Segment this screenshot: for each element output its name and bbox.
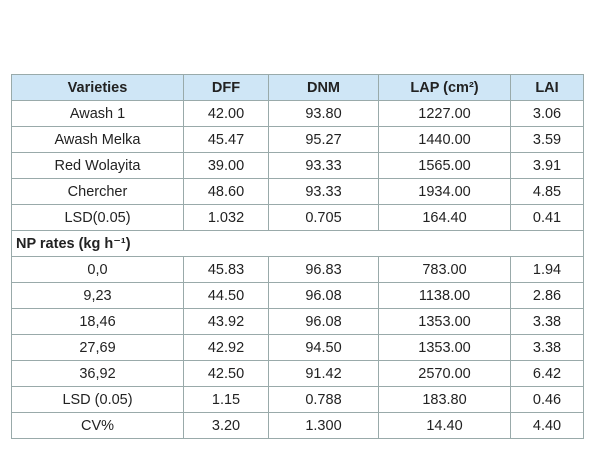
table-cell: 42.50	[183, 360, 269, 387]
table-cell: 39.00	[183, 152, 269, 179]
table-cell: 27,69	[11, 334, 184, 361]
table-cell: 4.40	[510, 412, 584, 439]
table-cell: 1.032	[183, 204, 269, 231]
section-row: NP rates (kg h⁻¹)	[11, 230, 584, 257]
table-cell: 45.83	[183, 256, 269, 283]
table-cell: 96.08	[268, 308, 379, 335]
table-row: Awash 1 42.00 93.80 1227.00 3.06	[11, 100, 584, 127]
table-cell: 0.41	[510, 204, 584, 231]
table-cell: 0.788	[268, 386, 379, 413]
table-row: 9,23 44.50 96.08 1138.00 2.86	[11, 282, 584, 309]
table-cell: Awash 1	[11, 100, 184, 127]
table-cell: 0,0	[11, 256, 184, 283]
table-row: LSD (0.05) 1.15 0.788 183.80 0.46	[11, 386, 584, 413]
table-cell: Awash Melka	[11, 126, 184, 153]
header-cell: Varieties	[11, 74, 184, 101]
table-cell: 1.300	[268, 412, 379, 439]
table-cell: 45.47	[183, 126, 269, 153]
table-cell: 95.27	[268, 126, 379, 153]
table-row: 0,0 45.83 96.83 783.00 1.94	[11, 256, 584, 283]
table-cell: 1.94	[510, 256, 584, 283]
table-cell: 42.92	[183, 334, 269, 361]
table-cell: Red Wolayita	[11, 152, 184, 179]
table-cell: 183.80	[378, 386, 511, 413]
table-cell: 93.80	[268, 100, 379, 127]
table-cell: 3.38	[510, 308, 584, 335]
table-cell: 3.59	[510, 126, 584, 153]
data-table: Varieties DFF DNM LAP (cm²) LAI Awash 1 42.00…	[11, 74, 584, 439]
table-cell: 44.50	[183, 282, 269, 309]
table-cell: 48.60	[183, 178, 269, 205]
table-row: 27,69 42.92 94.50 1353.00 3.38	[11, 334, 584, 361]
table-row: Red Wolayita 39.00 93.33 1565.00 3.91	[11, 152, 584, 179]
table-cell: 9,23	[11, 282, 184, 309]
table-row: 18,46 43.92 96.08 1353.00 3.38	[11, 308, 584, 335]
table-row: Chercher 48.60 93.33 1934.00 4.85	[11, 178, 584, 205]
table-cell: LSD (0.05)	[11, 386, 184, 413]
table-cell: 2570.00	[378, 360, 511, 387]
table-cell: 91.42	[268, 360, 379, 387]
table-cell: 3.91	[510, 152, 584, 179]
table-cell: CV%	[11, 412, 184, 439]
table-cell: Chercher	[11, 178, 184, 205]
table-cell: 3.20	[183, 412, 269, 439]
table-cell: 1565.00	[378, 152, 511, 179]
table-wrap: Varieties DFF DNM LAP (cm²) LAI Awash 1 42.00…	[11, 74, 584, 439]
table-cell: 96.83	[268, 256, 379, 283]
table-cell: 1227.00	[378, 100, 511, 127]
table-cell: 4.85	[510, 178, 584, 205]
table-row: Awash Melka 45.47 95.27 1440.00 3.59	[11, 126, 584, 153]
table-row: CV% 3.20 1.300 14.40 4.40	[11, 412, 584, 439]
table-cell: 14.40	[378, 412, 511, 439]
table-cell: 2.86	[510, 282, 584, 309]
table-cell: 18,46	[11, 308, 184, 335]
table-cell: 1138.00	[378, 282, 511, 309]
table-cell: 0.705	[268, 204, 379, 231]
header-cell: DFF	[183, 74, 269, 101]
header-cell: DNM	[268, 74, 379, 101]
table-cell: 93.33	[268, 178, 379, 205]
table-cell: 1440.00	[378, 126, 511, 153]
table-cell: 1.15	[183, 386, 269, 413]
table-cell: 3.38	[510, 334, 584, 361]
table-row: LSD(0.05) 1.032 0.705 164.40 0.41	[11, 204, 584, 231]
table-cell: 783.00	[378, 256, 511, 283]
table-row: 36,92 42.50 91.42 2570.00 6.42	[11, 360, 584, 387]
table-cell: 94.50	[268, 334, 379, 361]
table-cell: 1353.00	[378, 334, 511, 361]
header-cell: LAP (cm²)	[378, 74, 511, 101]
table-cell: 36,92	[11, 360, 184, 387]
header-cell: LAI	[510, 74, 584, 101]
table-cell: 3.06	[510, 100, 584, 127]
table-cell: 93.33	[268, 152, 379, 179]
table-cell: 1353.00	[378, 308, 511, 335]
table-cell: 1934.00	[378, 178, 511, 205]
table-cell: 6.42	[510, 360, 584, 387]
header-row: Varieties DFF DNM LAP (cm²) LAI	[11, 74, 584, 101]
table-cell: 43.92	[183, 308, 269, 335]
table-cell: 42.00	[183, 100, 269, 127]
table-cell: 0.46	[510, 386, 584, 413]
table-cell: 96.08	[268, 282, 379, 309]
table-body: Awash 1 42.00 93.80 1227.00 3.06 Awash Melka 4…	[11, 100, 584, 439]
section-cell: NP rates (kg h⁻¹)	[11, 230, 584, 257]
table-cell: LSD(0.05)	[11, 204, 184, 231]
table-cell: 164.40	[378, 204, 511, 231]
